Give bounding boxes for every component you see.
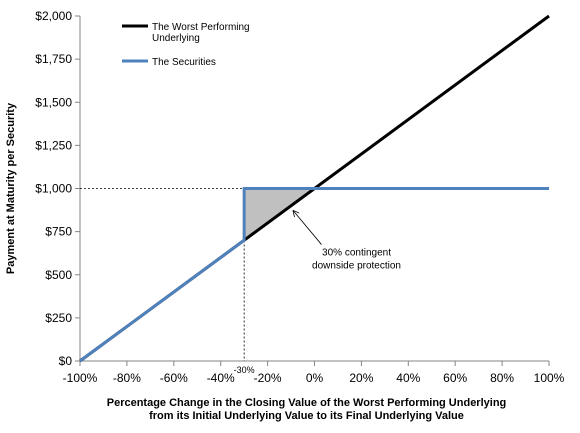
- axes-layer: $0 $250 $500 $750 $1,000 $1,250 $1,500 $1,750 $2…: [35, 9, 564, 385]
- y-tick-label: $250: [45, 311, 72, 325]
- reference-line-label: -30%: [234, 365, 255, 375]
- x-tick-label: 80%: [490, 371, 514, 385]
- y-tick-label: $2,000: [35, 9, 72, 23]
- y-tick-label: $1,750: [35, 52, 72, 66]
- y-tick-label: $1,250: [35, 138, 72, 152]
- axis-titles: Payment at Maturity per Security Percenta…: [5, 102, 506, 422]
- x-tick-label: 40%: [396, 371, 420, 385]
- x-tick-label: -40%: [207, 371, 235, 385]
- annotation-layer: 30% contingent downside protection: [293, 211, 401, 271]
- series-layer: [79, 14, 550, 363]
- y-tick-label: $1,000: [35, 182, 72, 196]
- series-line-securities: [79, 187, 549, 363]
- annotation-text: downside protection: [312, 260, 401, 271]
- x-tick-label: 0%: [306, 371, 324, 385]
- legend-label: Underlying: [152, 33, 200, 44]
- annotation-arrow: [293, 211, 322, 245]
- legend-label: The Securities: [152, 57, 216, 68]
- x-tick-label: -80%: [113, 371, 141, 385]
- x-tick-label: -100%: [63, 371, 98, 385]
- x-tick-label: -20%: [254, 371, 282, 385]
- y-tick-label: $0: [59, 354, 73, 368]
- annotation-text: 30% contingent: [322, 247, 391, 258]
- y-tick-label: $1,500: [35, 95, 72, 109]
- y-axis-title: Payment at Maturity per Security: [5, 102, 17, 274]
- x-axis-title: from its Initial Underlying Value to its…: [149, 410, 464, 422]
- y-tick-label: $750: [45, 225, 72, 239]
- reference-lines-layer: -30%: [80, 188, 315, 375]
- x-tick-label: -60%: [160, 371, 188, 385]
- x-axis-title: Percentage Change in the Closing Value o…: [107, 397, 507, 409]
- x-tick-label: 60%: [443, 371, 467, 385]
- y-tick-label: $500: [45, 268, 72, 282]
- x-tick-label: 20%: [349, 371, 373, 385]
- legend-label: The Worst Performing: [152, 22, 250, 33]
- x-tick-label: 100%: [534, 371, 565, 385]
